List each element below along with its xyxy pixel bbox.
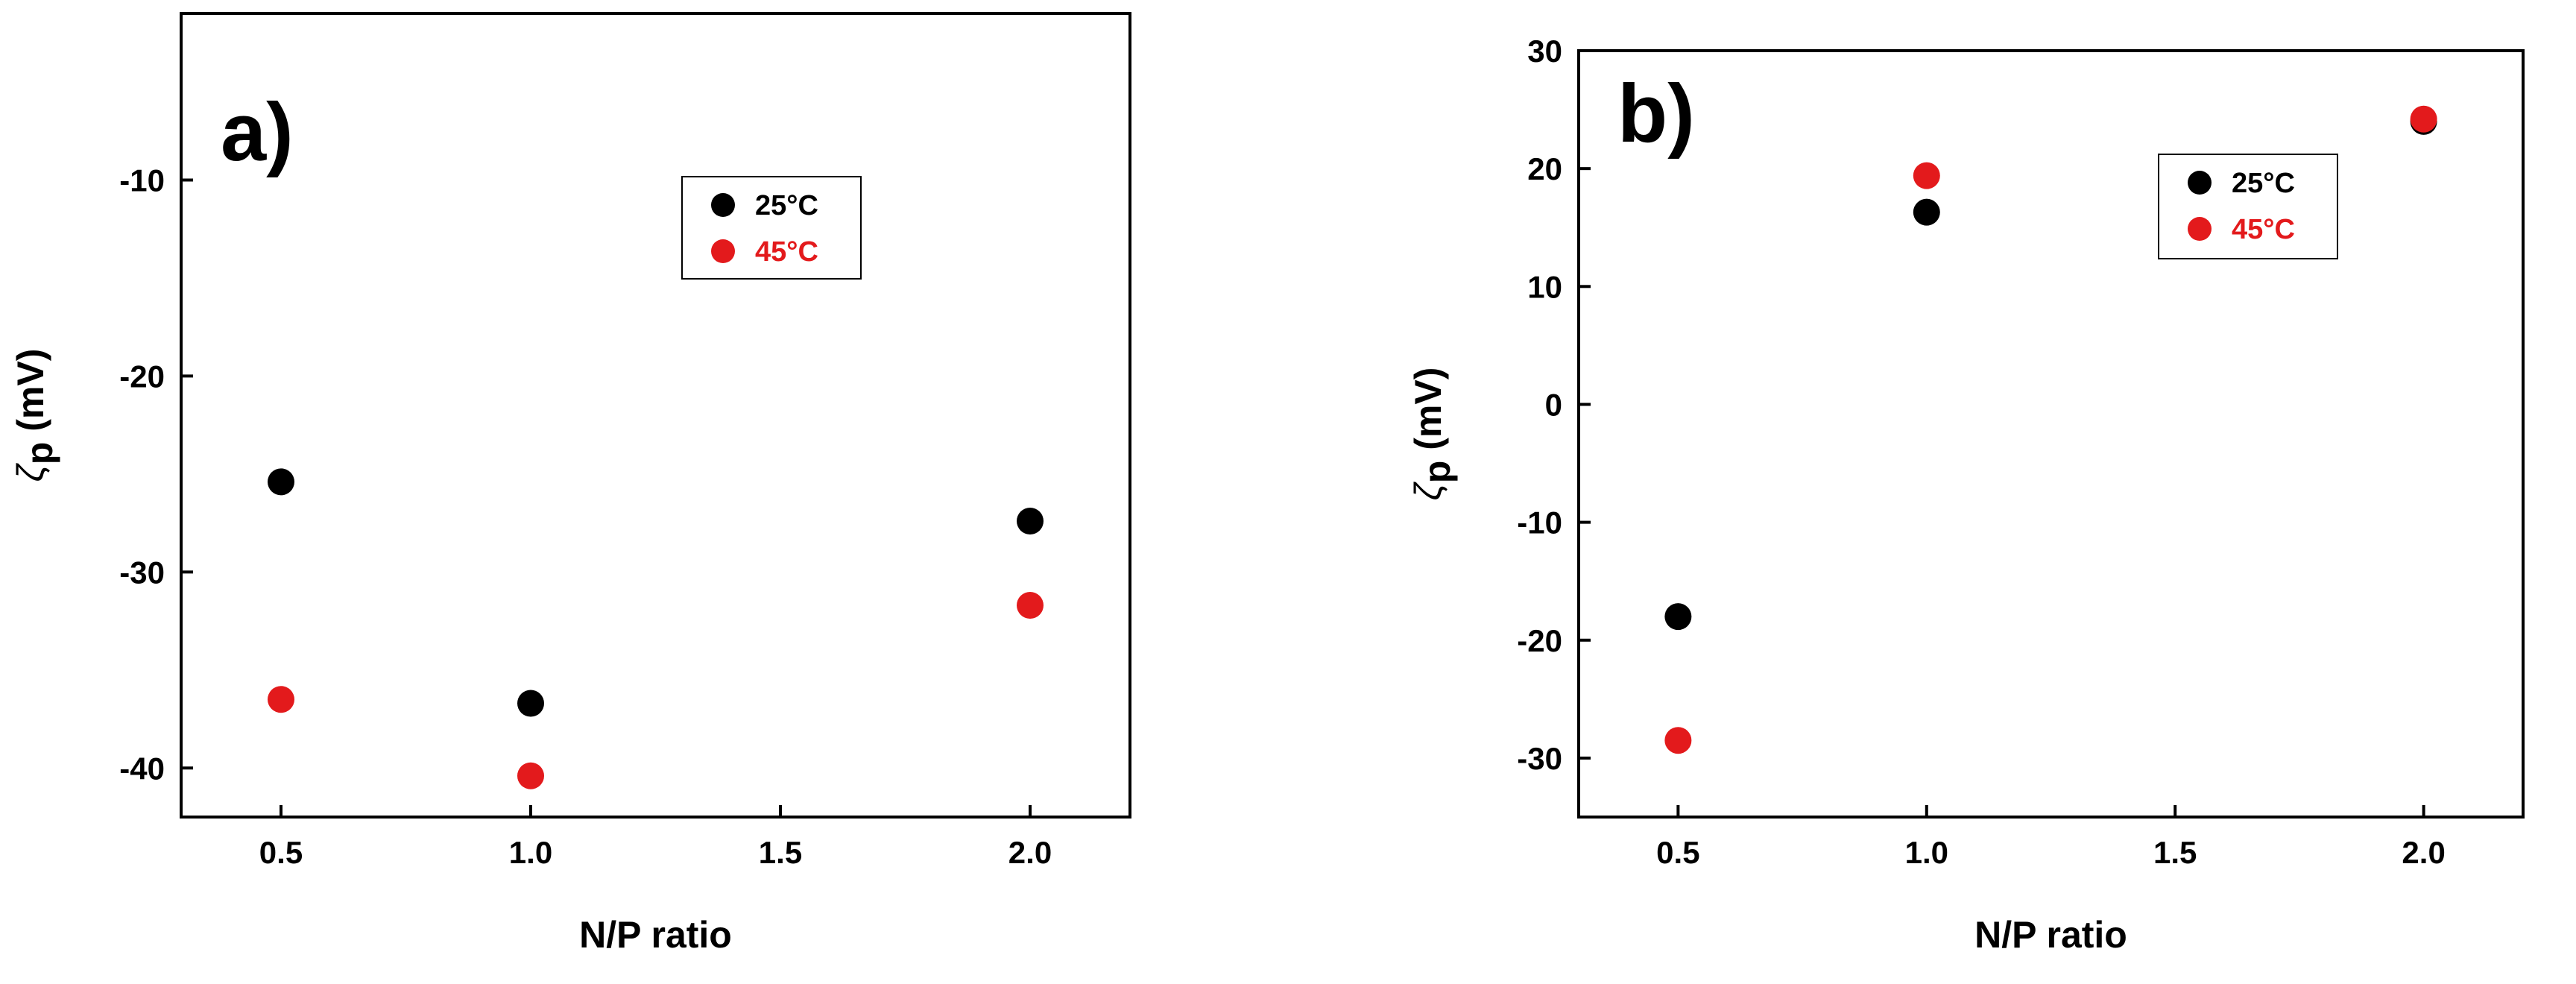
y-tick-label: -40 [119,751,165,786]
data-point [2410,105,2437,133]
legend-label: 25°C [755,190,818,221]
data-point [268,468,294,496]
x-tick-label: 0.5 [1656,835,1699,870]
chart-panel-a: 0.5 1.0 1.5 2.0 -40 -30 -20 -10 N/P ratio ζp (mV)… [10,12,1131,956]
x-tick-label: 1.5 [759,835,802,870]
data-point [1913,162,1940,189]
data-point [1664,603,1692,631]
data-point [1017,592,1044,619]
x-tick-label: 1.5 [2153,835,2197,870]
plot-frame [1577,49,2525,819]
plot-frame [180,12,1131,819]
legend-box [681,176,862,280]
y-axis-unit: (mV) [1407,368,1449,461]
x-tick-label: 2.0 [2402,835,2445,870]
legend-marker [711,193,735,217]
y-axis-title: ζp (mV) [10,349,60,482]
y-axis-title: ζp (mV) [1407,368,1458,501]
y-axis-symbol: ζ [10,462,51,482]
legend-label: 25°C [2232,168,2295,199]
y-tick-label: 30 [1527,34,1562,69]
x-tick-label: 2.0 [1008,835,1052,870]
legend-label: 45°C [2232,214,2295,245]
y-tick-label: -20 [119,359,165,394]
data-point [517,762,544,789]
y-axis-subscript: p [1416,461,1458,484]
y-axis-unit: (mV) [10,349,51,442]
legend-box [2158,154,2338,259]
y-tick-label: -20 [1517,623,1562,658]
panel-label: b) [1617,68,1695,160]
x-tick-label: 1.0 [509,835,552,870]
data-point [1913,198,1940,226]
legend-label: 45°C [755,236,818,268]
y-tick-label: -30 [1517,741,1562,776]
x-tick-label: 0.5 [259,835,303,870]
x-axis-title: N/P ratio [579,914,732,956]
x-tick-label: 1.0 [1905,835,1948,870]
y-tick-label: -30 [119,555,165,590]
data-point [268,686,294,713]
legend-marker [711,239,735,263]
y-tick-label: 20 [1527,151,1562,186]
data-point [1017,507,1044,534]
y-tick-label: 10 [1527,269,1562,304]
y-tick-label: -10 [119,163,165,198]
data-point [517,690,544,717]
y-tick-label: -10 [1517,505,1562,540]
legend-marker [2188,217,2212,241]
y-axis-subscript: p [19,442,60,465]
data-point [1664,727,1692,754]
y-axis-symbol: ζ [1407,481,1449,500]
x-axis-title: N/P ratio [1974,914,2127,956]
chart-panel-b: 0.5 1.0 1.5 2.0 -30 -20 -10 0 10 20 30 N/P ratio ζp … [1407,34,2525,956]
panel-label: a) [221,86,294,178]
y-tick-label: 0 [1545,387,1562,422]
legend-marker [2188,171,2212,195]
